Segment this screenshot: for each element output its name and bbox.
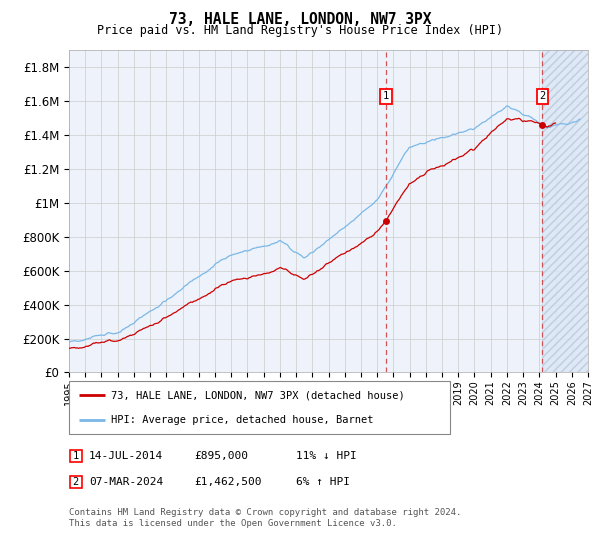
Text: £1,462,500: £1,462,500 (194, 477, 262, 487)
Text: HPI: Average price, detached house, Barnet: HPI: Average price, detached house, Barn… (111, 414, 373, 424)
Text: 6% ↑ HPI: 6% ↑ HPI (296, 477, 350, 487)
Text: 07-MAR-2024: 07-MAR-2024 (89, 477, 163, 487)
FancyBboxPatch shape (69, 381, 450, 434)
Text: 14-JUL-2014: 14-JUL-2014 (89, 451, 163, 461)
Text: 2: 2 (539, 91, 545, 101)
FancyBboxPatch shape (70, 475, 82, 488)
Bar (542, 50, 588, 372)
FancyBboxPatch shape (70, 450, 82, 463)
Text: 2: 2 (73, 477, 79, 487)
Text: 73, HALE LANE, LONDON, NW7 3PX: 73, HALE LANE, LONDON, NW7 3PX (169, 12, 431, 27)
Text: 1: 1 (383, 91, 389, 101)
Text: Contains HM Land Registry data © Crown copyright and database right 2024.
This d: Contains HM Land Registry data © Crown c… (69, 508, 461, 528)
Text: 1: 1 (73, 451, 79, 461)
Text: 11% ↓ HPI: 11% ↓ HPI (296, 451, 356, 461)
Text: 73, HALE LANE, LONDON, NW7 3PX (detached house): 73, HALE LANE, LONDON, NW7 3PX (detached… (111, 390, 404, 400)
Text: Price paid vs. HM Land Registry's House Price Index (HPI): Price paid vs. HM Land Registry's House … (97, 24, 503, 36)
Text: £895,000: £895,000 (194, 451, 248, 461)
